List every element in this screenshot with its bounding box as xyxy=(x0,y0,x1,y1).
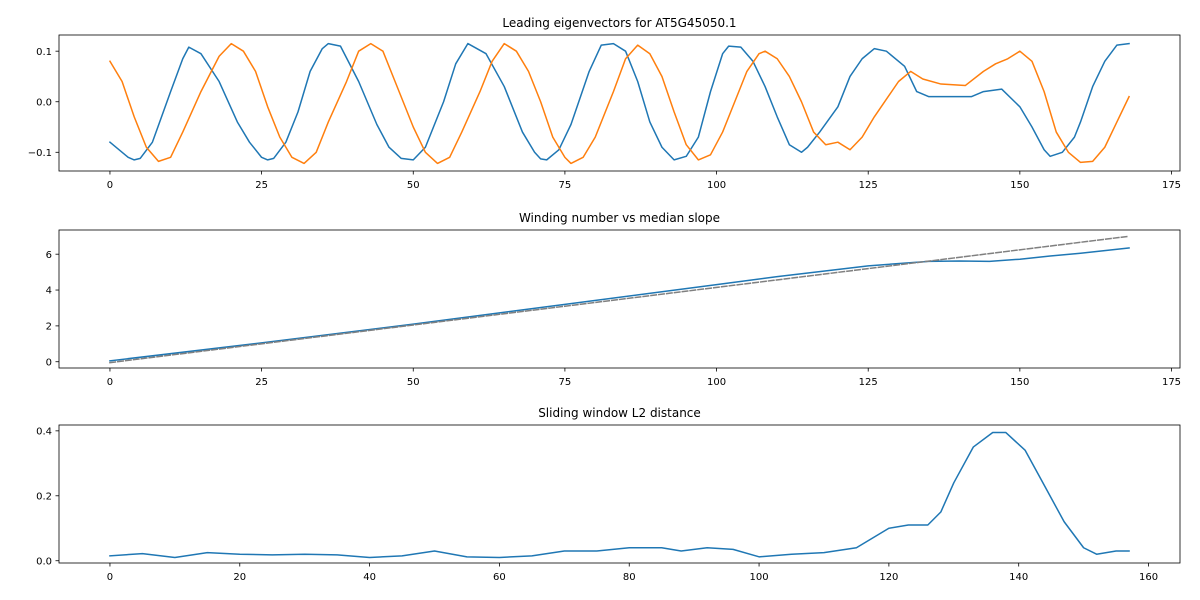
x-tick-label: 0 xyxy=(107,572,113,583)
x-tick-label: 100 xyxy=(707,180,726,191)
x-tick-label: 140 xyxy=(1009,572,1028,583)
axes-frame xyxy=(58,34,1181,172)
x-tick-label: 50 xyxy=(407,180,420,191)
y-tick-label: 0 xyxy=(46,357,52,368)
x-tick-label: 40 xyxy=(363,572,376,583)
x-tick-label: 150 xyxy=(1010,377,1029,388)
x-tick-label: 160 xyxy=(1139,572,1158,583)
y-tick-label: 0.1 xyxy=(36,47,52,58)
x-tick-label: 80 xyxy=(623,572,636,583)
y-tick-label: 6 xyxy=(46,250,52,261)
axes-frame xyxy=(58,424,1181,564)
plot-title: Sliding window L2 distance xyxy=(538,406,701,420)
axes-frame xyxy=(58,229,1181,369)
series-line-1 xyxy=(109,247,1130,362)
series-line-2 xyxy=(108,42,1131,165)
plot-title: Winding number vs median slope xyxy=(519,211,720,225)
x-tick-label: 50 xyxy=(407,377,420,388)
x-tick-label: 75 xyxy=(559,180,572,191)
x-tick-label: 120 xyxy=(879,572,898,583)
y-tick-label: 0.2 xyxy=(36,491,52,502)
x-tick-label: 25 xyxy=(255,180,268,191)
x-tick-label: 75 xyxy=(559,377,572,388)
x-tick-label: 20 xyxy=(233,572,246,583)
y-tick-label: 4 xyxy=(46,286,52,297)
subplot-3: Sliding window L2 distance 0 20 40 60 80 100 12… xyxy=(36,406,1181,583)
x-tick-label: 125 xyxy=(859,377,878,388)
x-tick-label: 60 xyxy=(493,572,506,583)
x-tick-label: 0 xyxy=(107,180,113,191)
y-tick-label: 2 xyxy=(46,321,52,332)
plot-title: Leading eigenvectors for AT5G45050.1 xyxy=(502,16,736,30)
y-tick-label: 0.4 xyxy=(36,426,52,437)
y-tick-label: −0.1 xyxy=(28,148,52,159)
x-tick-label: 150 xyxy=(1010,180,1029,191)
x-tick-label: 175 xyxy=(1162,180,1181,191)
series-line-1 xyxy=(109,431,1130,559)
y-tick-label: 0.0 xyxy=(36,97,52,108)
x-tick-label: 0 xyxy=(107,377,113,388)
x-tick-label: 100 xyxy=(707,377,726,388)
x-tick-label: 175 xyxy=(1162,377,1181,388)
y-tick-label: 0.0 xyxy=(36,556,52,567)
subplot-2: Winding number vs median slope 0 25 50 75 100… xyxy=(46,211,1181,388)
series-line-1 xyxy=(108,42,1130,161)
x-tick-label: 25 xyxy=(255,377,268,388)
x-tick-label: 100 xyxy=(750,572,769,583)
series-line-2 xyxy=(109,235,1130,364)
x-tick-label: 125 xyxy=(859,180,878,191)
subplot-1: Leading eigenvectors for AT5G45050.1 0 25 5… xyxy=(28,16,1181,191)
